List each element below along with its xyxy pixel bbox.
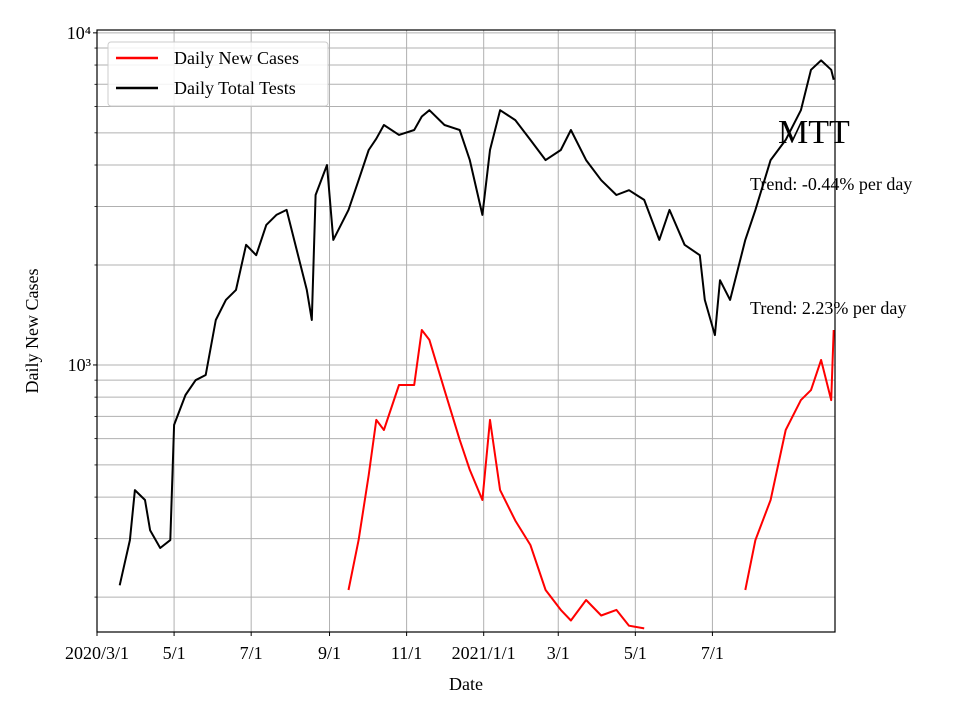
x-tick-label: 5/1: [163, 643, 186, 663]
x-tick-label: 3/1: [547, 643, 570, 663]
plot-frame: [96, 29, 836, 633]
x-tick-label: 7/1: [240, 643, 263, 663]
x-tick-label: 2021/1/1: [452, 643, 516, 663]
lines: [118, 59, 835, 630]
legend-label: Daily Total Tests: [174, 78, 296, 98]
annotation: Trend: 2.23% per day: [750, 298, 906, 318]
x-axis-label: Date: [449, 674, 483, 694]
x-tick-label: 7/1: [701, 643, 724, 663]
x-tick-label: 11/1: [391, 643, 422, 663]
x-tick-label: 5/1: [624, 643, 647, 663]
annotation: MTT: [778, 114, 850, 151]
legend: Daily New Cases Daily Total Tests: [107, 41, 329, 107]
y-tick-label: 10³: [68, 355, 92, 375]
y-tick-label: 10⁴: [67, 23, 91, 43]
grid: 10³ 10⁴ 2020/3/1 5/1 7/1 9/1 11/1 2021/1/1 3/1 5/…: [65, 23, 835, 663]
x-tick-label: 9/1: [318, 643, 341, 663]
annotations: MTT Trend: -0.44% per day Trend: 2.23% per…: [750, 114, 912, 318]
y-axis-label: Daily New Cases: [22, 269, 42, 394]
legend-box: [107, 41, 329, 107]
x-tick-label: 2020/3/1: [65, 643, 129, 663]
series-line: [347, 329, 835, 630]
annotation: Trend: -0.44% per day: [750, 174, 912, 194]
series-line: [118, 59, 835, 586]
legend-label: Daily New Cases: [174, 48, 299, 68]
